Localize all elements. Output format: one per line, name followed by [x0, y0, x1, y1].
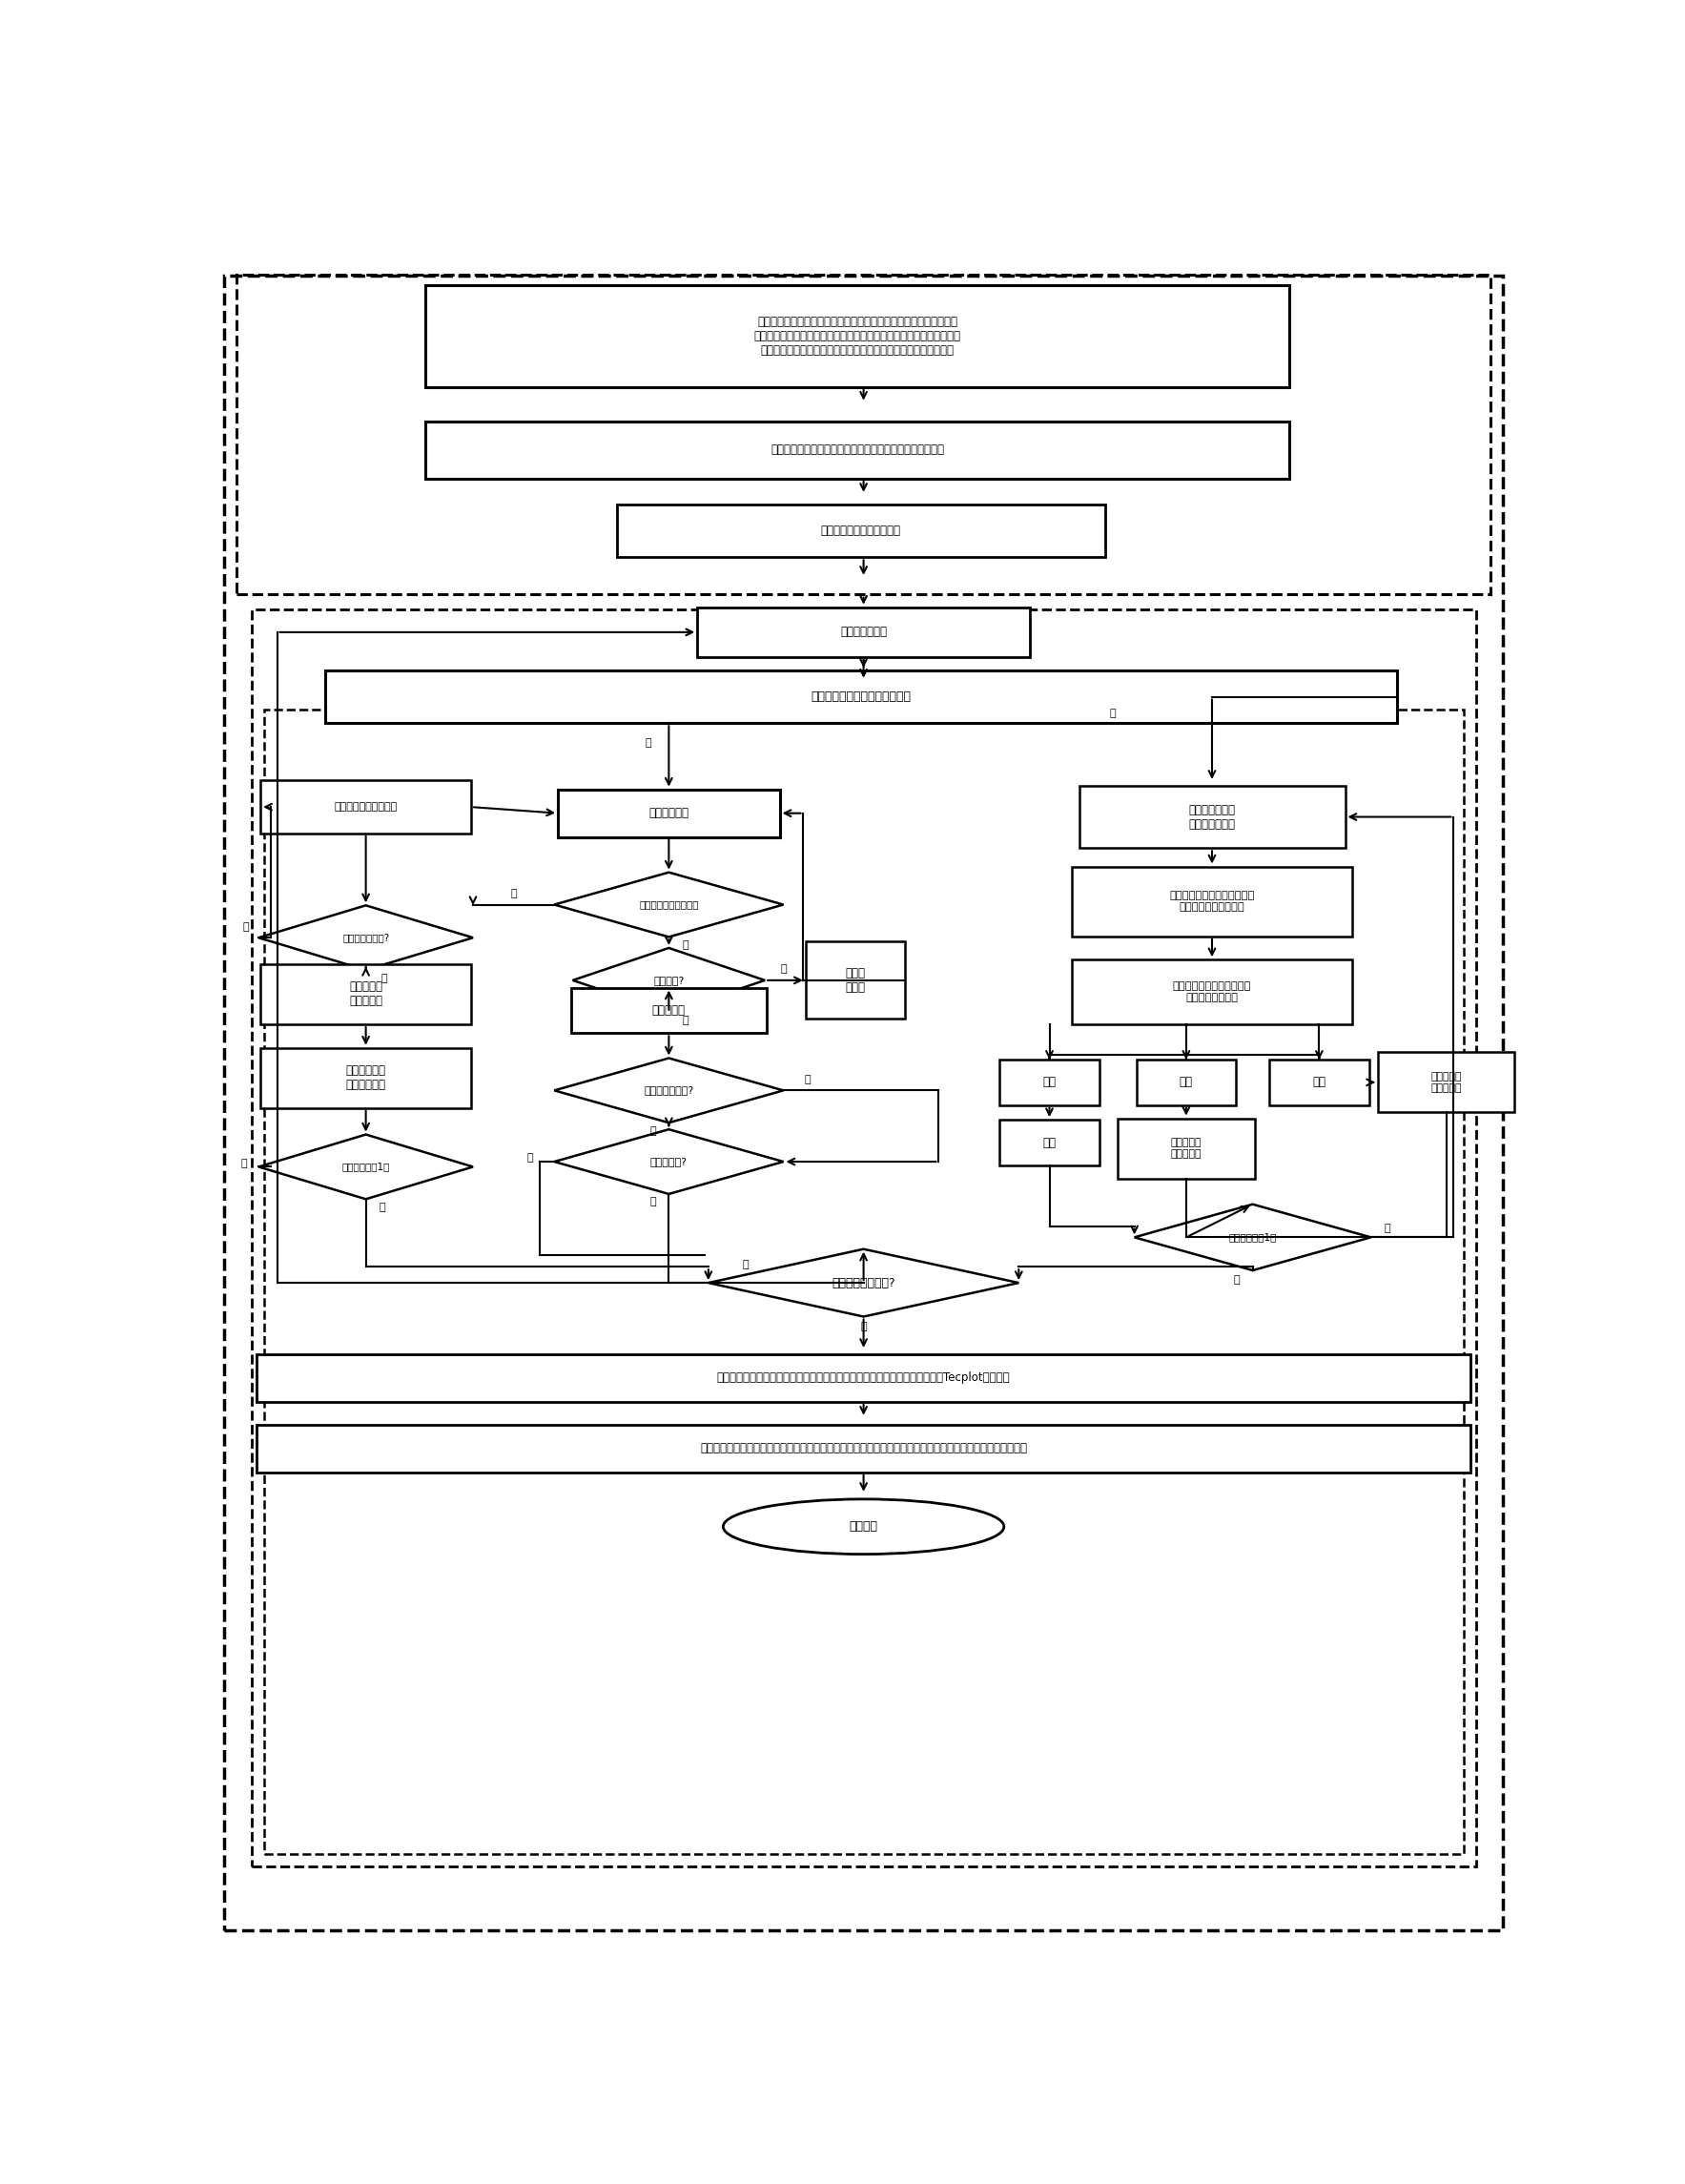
Text: 是否是最后一束光?: 是否是最后一束光? [832, 1278, 895, 1289]
Text: 统计系统光学效率及光热分布均匀性等特性参数以及进行计算结果校核、计算对比分析与计算效率考核等后处理: 统计系统光学效率及光热分布均匀性等特性参数以及进行计算结果校核、计算对比分析与计… [699, 1441, 1028, 1455]
Text: 是否为参与性介质子系统层次？: 是否为参与性介质子系统层次？ [810, 690, 912, 703]
Polygon shape [259, 906, 473, 970]
FancyBboxPatch shape [425, 286, 1289, 387]
Text: 是: 是 [243, 922, 249, 930]
FancyBboxPatch shape [256, 1354, 1471, 1402]
Polygon shape [554, 1129, 784, 1195]
FancyBboxPatch shape [805, 941, 905, 1018]
FancyBboxPatch shape [558, 788, 780, 836]
Text: 根据设计型式要求，采用统一的几何结构表达形式建立对应光学系统
通用三维结构数学模型，再根据系统特征将其设计分成若干具有简单光
学特性的子系统层次，并为每个子系统: 根据设计型式要求，采用统一的几何结构表达形式建立对应光学系统 通用三维结构数学模… [753, 317, 960, 356]
Text: 剩余能量足够小?: 剩余能量足够小? [644, 1085, 694, 1094]
Polygon shape [554, 1057, 784, 1123]
FancyBboxPatch shape [571, 987, 767, 1033]
FancyBboxPatch shape [1269, 1059, 1368, 1105]
Text: 折射: 折射 [1179, 1077, 1193, 1088]
Text: 初始化光子分布: 初始化光子分布 [841, 627, 886, 638]
Text: 计算法向量
与折射方向: 计算法向量 与折射方向 [349, 981, 382, 1007]
Text: 计算随机步长: 计算随机步长 [649, 808, 689, 819]
Text: 计算散
射方向: 计算散 射方向 [846, 968, 866, 994]
FancyBboxPatch shape [261, 963, 472, 1024]
Text: 否: 否 [1109, 710, 1115, 719]
FancyBboxPatch shape [1378, 1053, 1515, 1112]
Text: 否: 否 [381, 974, 388, 983]
FancyBboxPatch shape [617, 505, 1105, 557]
FancyBboxPatch shape [698, 607, 1030, 657]
Text: 光线到达另一
子系统层次中: 光线到达另一 子系统层次中 [345, 1064, 386, 1092]
FancyBboxPatch shape [256, 1424, 1471, 1472]
Text: 是: 是 [649, 1127, 655, 1136]
Text: 判断光线在表面光学传播过程
（反射、吸收、透射）: 判断光线在表面光学传播过程 （反射、吸收、透射） [1169, 891, 1255, 911]
Text: 是: 是 [682, 941, 687, 950]
Text: 是否到达层次1？: 是否到达层次1？ [1228, 1232, 1277, 1243]
Text: 是: 是 [682, 1016, 687, 1026]
FancyBboxPatch shape [325, 670, 1397, 723]
Text: 否: 否 [780, 965, 787, 974]
Text: 是: 是 [861, 1321, 866, 1332]
Text: 其它初始化设置与计算设定: 其它初始化设置与计算设定 [821, 524, 901, 537]
Polygon shape [1134, 1203, 1372, 1271]
Text: 是: 是 [1233, 1275, 1240, 1284]
Text: 判断是否还在本层中？: 判断是否还在本层中？ [639, 900, 699, 909]
Text: 否: 否 [741, 1260, 748, 1269]
Polygon shape [573, 948, 765, 1013]
FancyBboxPatch shape [261, 1048, 472, 1107]
Text: 吸收: 吸收 [1043, 1077, 1056, 1088]
Text: 是否吸收?: 是否吸收? [654, 976, 684, 985]
Text: 是: 是 [649, 1197, 655, 1208]
Text: 否: 否 [805, 1075, 810, 1083]
Text: 计算对应过程并统计、记录
以及标记有关信息: 计算对应过程并统计、记录 以及标记有关信息 [1173, 983, 1252, 1002]
Text: 计算光子分布及热流密度分布，输出可以无缝连接于本领域常用数据处理软件Tecplot数据格式: 计算光子分布及热流密度分布，输出可以无缝连接于本领域常用数据处理软件Tecplo… [716, 1372, 1011, 1385]
FancyBboxPatch shape [999, 1059, 1099, 1105]
Text: 是: 是 [645, 738, 652, 747]
Text: 结束计算: 结束计算 [849, 1520, 878, 1533]
Polygon shape [708, 1249, 1019, 1317]
Text: 计算法向量
与反射方向: 计算法向量 与反射方向 [1431, 1072, 1463, 1092]
Text: 边界上是否反射?: 边界上是否反射? [342, 933, 389, 943]
Polygon shape [554, 871, 784, 937]
Text: 计算法向量
与折射方向: 计算法向量 与折射方向 [1171, 1138, 1201, 1160]
Text: 采用统一表面参数表达形式分别描述各子系统光学物理特征: 采用统一表面参数表达形式分别描述各子系统光学物理特征 [770, 443, 944, 456]
Text: 反射: 反射 [1313, 1077, 1326, 1088]
FancyBboxPatch shape [1136, 1059, 1237, 1105]
Text: 吸收并统计: 吸收并统计 [652, 1005, 686, 1016]
Text: 否: 否 [527, 1153, 532, 1162]
Text: 否: 否 [1383, 1223, 1390, 1234]
FancyBboxPatch shape [1072, 867, 1353, 937]
FancyBboxPatch shape [261, 780, 472, 834]
Text: 是否到达层次1？: 是否到达层次1？ [342, 1162, 389, 1171]
Polygon shape [259, 1133, 473, 1199]
Text: 否: 否 [241, 1158, 248, 1168]
Text: 统计: 统计 [1043, 1136, 1056, 1149]
Text: 计算与判断光线
到达表面及位置: 计算与判断光线 到达表面及位置 [1188, 804, 1235, 830]
Ellipse shape [723, 1498, 1004, 1555]
FancyBboxPatch shape [425, 422, 1289, 478]
Text: 轮盘赌存活?: 轮盘赌存活? [650, 1158, 687, 1166]
Text: 计算法向量与反射方向: 计算法向量与反射方向 [334, 802, 398, 812]
Text: 否: 否 [511, 889, 517, 898]
Text: 是: 是 [379, 1203, 386, 1212]
FancyBboxPatch shape [1072, 959, 1353, 1024]
FancyBboxPatch shape [999, 1120, 1099, 1166]
FancyBboxPatch shape [1117, 1118, 1255, 1179]
FancyBboxPatch shape [1078, 786, 1345, 847]
